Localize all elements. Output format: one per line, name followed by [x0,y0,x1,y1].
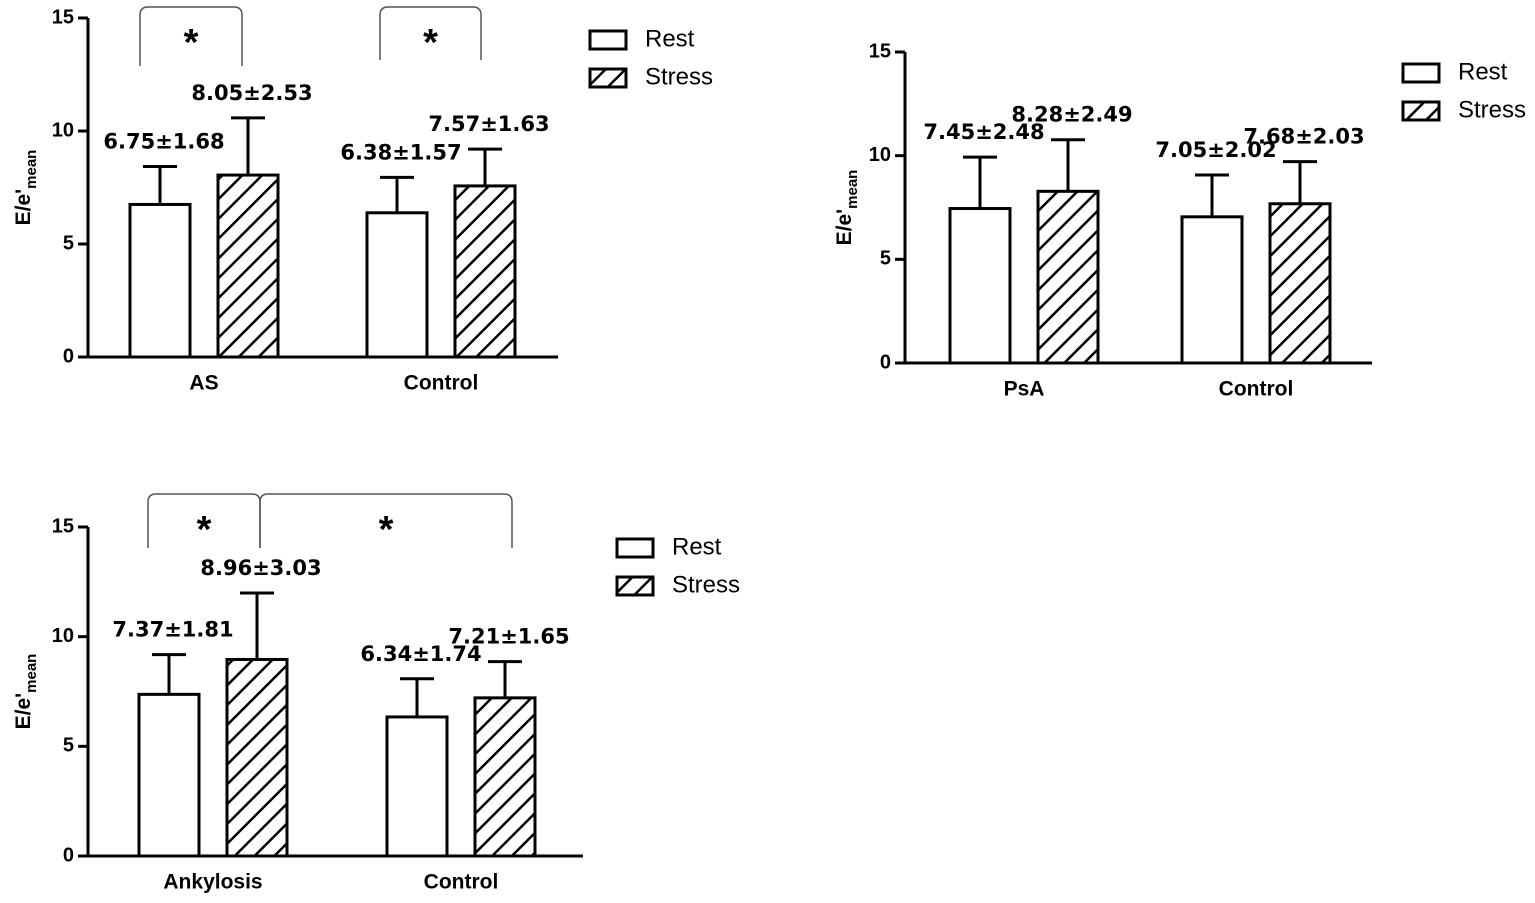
legend-label: Stress [1458,96,1526,123]
y-axis-label-main: E/e' [12,693,35,730]
value-label: 7.37±1.81 [112,618,233,642]
value-label: 6.75±1.68 [103,129,224,153]
y-tick-label: 15 [52,515,74,537]
significance-marker: * [197,509,212,551]
significance-marker: * [423,22,438,64]
value-label: 7.45±2.48 [923,120,1044,144]
bar [1036,189,1100,365]
bar [948,207,1012,365]
significance-bracket [147,493,261,548]
x-tick-label: Control [424,871,499,894]
legend-swatch [588,29,628,51]
y-axis-label-main: E/e' [833,209,856,246]
legend-label: Rest [672,533,722,560]
bar [137,692,201,858]
y-axis-label: E/e'mean [12,654,40,730]
y-tick-label: 10 [52,119,74,141]
y-axis-label: E/e'mean [12,150,40,226]
legend-swatch [615,537,655,559]
x-tick-label: Control [1219,378,1294,401]
y-axis-label-sub: mean [23,150,40,189]
bar [365,211,429,359]
y-tick-label: 5 [63,232,74,254]
legend-label: Stress [645,63,713,90]
value-label: 7.21±1.65 [448,625,569,649]
y-tick-label: 0 [63,345,74,367]
bar [453,184,517,359]
y-axis-label-main: E/e' [12,189,35,226]
significance-marker: * [184,22,199,64]
y-tick-label: 0 [63,844,74,866]
significance-marker: * [379,509,394,551]
y-tick-label: 15 [52,6,74,28]
significance-bracket [259,493,513,548]
y-tick-label: 0 [880,351,891,373]
legend-swatch [1401,100,1441,122]
bar [473,696,537,858]
legend-label: Rest [1458,58,1508,85]
x-tick-label: Control [404,372,479,395]
value-label: 6.38±1.57 [340,140,461,164]
y-axis-label: E/e'mean [833,170,861,246]
value-label: 7.57±1.63 [428,112,549,136]
value-label: 8.05±2.53 [191,81,312,105]
bar [1268,202,1332,365]
legend-label: Rest [645,25,695,52]
bar [128,202,192,359]
bar [1180,215,1244,365]
x-tick-label: Ankylosis [163,871,262,894]
legend-swatch [1401,62,1441,84]
y-axis-label-sub: mean [23,654,40,693]
bar [385,715,449,858]
legend-swatch [615,575,655,597]
significance-bracket [379,6,482,60]
bar [225,657,289,858]
y-tick-label: 10 [52,625,74,647]
value-label: 6.34±1.74 [360,642,481,666]
y-tick-label: 15 [869,40,891,62]
value-label: 7.68±2.03 [1243,125,1364,149]
x-tick-label: PsA [1004,378,1045,401]
legend-label: Stress [672,571,740,598]
x-tick-label: AS [189,372,218,395]
y-axis-label-sub: mean [844,170,861,209]
value-label: 8.96±3.03 [200,556,321,580]
y-tick-label: 5 [880,248,891,270]
value-label: 8.28±2.49 [1011,103,1132,127]
significance-bracket [139,6,243,66]
y-tick-label: 10 [869,144,891,166]
bar [216,173,280,359]
value-label: 7.05±2.02 [1155,138,1276,162]
legend-swatch [588,67,628,89]
y-tick-label: 5 [63,735,74,757]
